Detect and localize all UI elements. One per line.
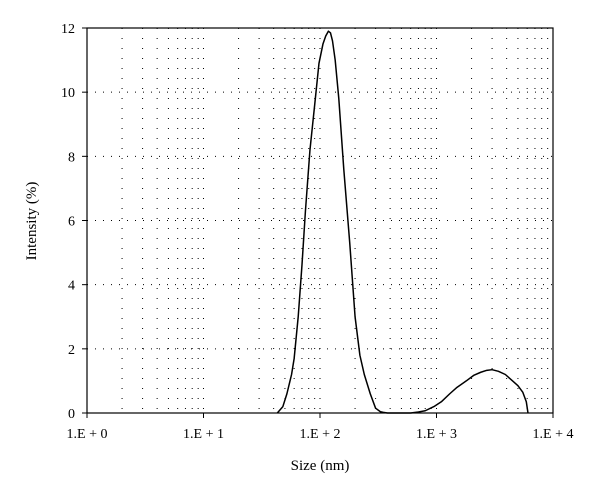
y-tick-label: 8: [68, 150, 75, 165]
y-axis-title: Intensity (%): [24, 182, 40, 261]
y-tick-label: 4: [68, 279, 75, 294]
y-axis-ticks: 0 2 4 6 8 10 12: [61, 22, 87, 422]
series-layer: [276, 30, 529, 414]
x-axis-ticks: 1.E + 0 1.E + 1 1.E + 2 1.E + 3 1.E + 4: [67, 413, 574, 442]
series-line: [276, 30, 529, 414]
x-axis-title: Size (nm): [291, 458, 350, 474]
x-tick-label: 1.E + 2: [300, 427, 341, 442]
x-tick-label: 1.E + 0: [67, 427, 108, 442]
x-tick-label: 1.E + 4: [533, 427, 574, 442]
y-tick-label: 6: [68, 215, 75, 230]
y-tick-label: 10: [61, 86, 75, 101]
x-tick-label: 1.E + 3: [416, 427, 457, 442]
y-tick-label: 2: [68, 343, 75, 358]
x-tick-label: 1.E + 1: [183, 427, 224, 442]
y-tick-label: 0: [68, 407, 75, 422]
grid: [87, 28, 553, 413]
y-tick-label: 12: [61, 22, 75, 37]
